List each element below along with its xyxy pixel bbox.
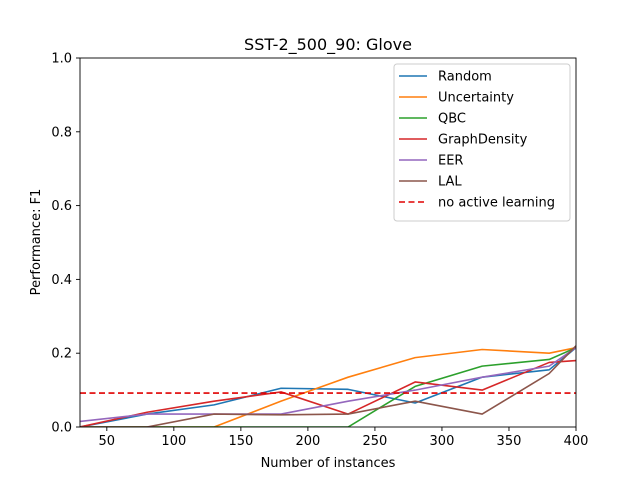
legend-label-eer: EER: [438, 154, 463, 169]
legend: Random Uncertainty QBC GraphDensity EER LAL no…: [393, 63, 571, 222]
x-tick-label: 350: [497, 434, 522, 449]
series-line-uncertainty: [80, 346, 576, 427]
legend-label-no-active-learning: no active learning: [438, 196, 555, 211]
legend-label-lal: LAL: [438, 175, 462, 190]
legend-label-uncertainty: Uncertainty: [438, 91, 514, 106]
series-line-lal: [80, 345, 576, 427]
legend-label-graphdensity: GraphDensity: [438, 133, 528, 148]
x-tick-label: 100: [161, 434, 186, 449]
axes-frame: [79, 57, 577, 428]
x-tick-label: 300: [430, 434, 455, 449]
x-tick-label: 50: [99, 434, 116, 449]
plot-area: [80, 345, 576, 427]
x-tick-label: 250: [363, 434, 388, 449]
y-tick-label: 0.6: [51, 199, 72, 214]
series-group: [80, 345, 576, 427]
x-tick-label: 150: [228, 434, 253, 449]
y-tick-label: 0.4: [51, 273, 72, 288]
series-line-eer: [80, 347, 576, 423]
y-axis-label: Performance: F1: [29, 189, 44, 296]
legend-box: [393, 63, 571, 222]
y-tick-label: 0.2: [51, 347, 72, 362]
x-axis-label: Number of instances: [261, 456, 396, 471]
x-tick-label: 400: [564, 434, 589, 449]
y-tick-label: 0.0: [51, 421, 72, 436]
series-line-qbc: [80, 346, 576, 427]
chart-title: SST-2_500_90: Glove: [244, 35, 412, 55]
y-tick-label: 1.0: [51, 52, 72, 67]
y-tick-label: 0.8: [51, 125, 72, 140]
x-tick-label: 200: [295, 434, 320, 449]
axes: 50 100 150 200 250 300 350 400 0.0 0.2 0.4 0.6 0.8 1.…: [51, 52, 588, 450]
legend-label-qbc: QBC: [438, 112, 466, 127]
legend-label-random: Random: [438, 70, 492, 85]
